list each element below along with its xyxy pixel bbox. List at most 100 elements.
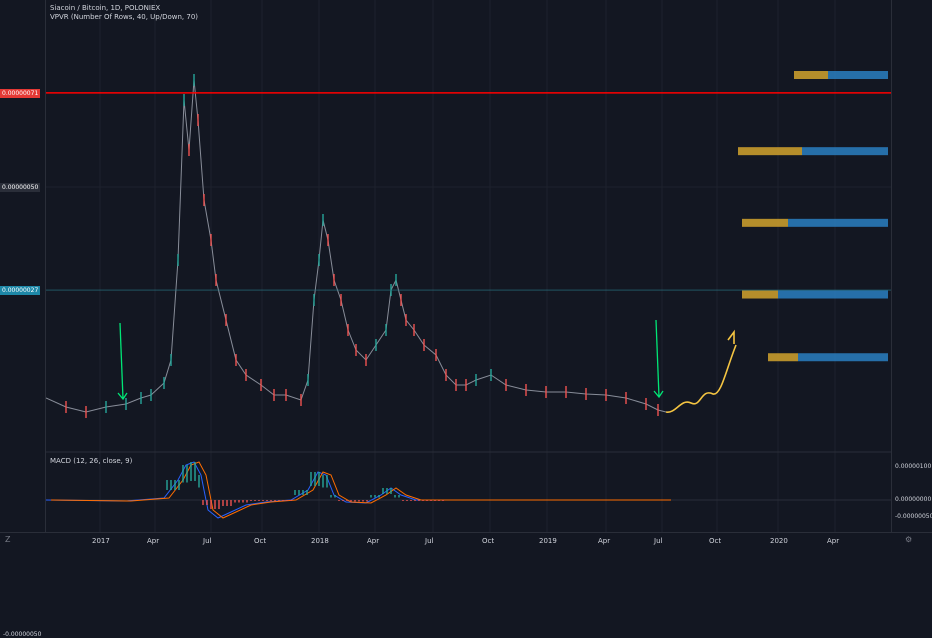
macd-histogram-bar (270, 500, 272, 501)
time-tick-label: Apr (367, 537, 380, 545)
macd-histogram-bar (258, 500, 260, 501)
macd-histogram-bar (342, 500, 344, 501)
macd-histogram-bar (178, 480, 180, 490)
macd-histogram-bar (426, 500, 428, 501)
macd-histogram-bar (422, 500, 424, 501)
price-line (46, 79, 667, 413)
macd-histogram-bar (234, 500, 236, 503)
macd-histogram-bar (382, 488, 384, 494)
macd-histogram-bar (198, 475, 200, 488)
macd-histogram-bar (190, 462, 192, 481)
macd-histogram-bar (330, 495, 332, 498)
macd-histogram-bar (274, 500, 276, 501)
vpvr-down-bar (794, 71, 828, 79)
green-arrow (655, 319, 660, 398)
vpvr-down-bar (742, 290, 778, 299)
macd-indicator-label[interactable]: MACD (12, 26, close, 9) (50, 457, 133, 465)
macd-tick-label: 0.00000000 (895, 496, 932, 503)
macd-histogram-bar (394, 495, 396, 498)
macd-histogram-bar (222, 500, 224, 506)
macd-histogram-bar (390, 488, 392, 494)
macd-histogram-bar (194, 462, 196, 481)
vpvr-down-bar (738, 147, 802, 156)
macd-histogram-bar (326, 475, 328, 488)
macd-histogram-bar (302, 490, 304, 495)
time-tick-label: 2020 (770, 537, 788, 545)
macd-histogram-bar (378, 495, 380, 498)
macd-histogram-bar (346, 500, 348, 501)
macd-line (46, 461, 666, 519)
time-tick-label: Jul (654, 537, 663, 545)
resistance-price-badge: 0.00000071 (0, 88, 41, 98)
macd-histogram-bar (366, 500, 368, 502)
macd-signal-line (50, 461, 671, 519)
macd-histogram-bar (374, 495, 376, 498)
level_50-price-badge: 0.00000050 (0, 183, 41, 192)
price-tick-label: -0.00000050 (3, 631, 42, 638)
macd-histogram-bar (214, 500, 216, 509)
macd-histogram-bar (306, 490, 308, 495)
macd-histogram-bar (414, 500, 416, 501)
time-tick-label: Oct (482, 537, 495, 545)
chart-plot-area[interactable]: Siacoin / Bitcoin, 1D, POLONIEX VPVR (Nu… (46, 0, 891, 532)
yellow-projection (665, 344, 737, 413)
macd-histogram-bar (402, 500, 404, 501)
macd-histogram-bar (206, 500, 208, 505)
macd-histogram-bar (354, 500, 356, 502)
macd-histogram-bar (294, 490, 296, 495)
time-axis[interactable]: 2017 Apr Jul Oct 2018 Apr Jul Oct 2019 Apr Jul Oct 2… (0, 532, 932, 551)
macd-histogram-bar (170, 480, 172, 490)
time-tick-label: Jul (425, 537, 434, 545)
macd-histogram-bar (226, 500, 228, 506)
macd-histogram-bar (218, 500, 220, 509)
macd-histogram-bar (406, 500, 408, 501)
macd-histogram-bar (202, 500, 204, 505)
macd-histogram-bar (386, 488, 388, 494)
macd-histogram-bar (350, 500, 352, 502)
macd-tick-label: 0.00000100 (895, 463, 932, 470)
green-arrow-head (653, 390, 664, 399)
macd-histogram-bar (230, 500, 232, 506)
time-tick-label: Oct (709, 537, 722, 545)
timezone-icon[interactable]: Z (5, 535, 11, 544)
vpvr-down-bar (742, 218, 788, 227)
macd-histogram-bar (238, 500, 240, 503)
time-tick-label: 2018 (311, 537, 329, 545)
macd-histogram-bar (262, 500, 264, 501)
macd-histogram-bar (174, 480, 176, 490)
settings-gear-icon[interactable]: ⚙ (905, 535, 913, 544)
vpvr-down-bar (768, 353, 798, 362)
macd-histogram-bar (182, 465, 184, 483)
macd-histogram-bar (410, 500, 412, 501)
current-price-badge: 0.00000027 (0, 286, 41, 296)
macd-histogram-bar (318, 472, 320, 486)
green-arrow-head (117, 392, 128, 401)
macd-histogram-bar (298, 490, 300, 495)
green-arrow (119, 322, 124, 400)
macd-histogram-bar (398, 495, 400, 498)
left-price-axis[interactable]: 0.000009000.000008500.000008000.00000750… (0, 0, 46, 638)
macd-histogram-bar (358, 500, 360, 502)
vpvr-up-bar (802, 147, 888, 156)
time-tick-label: Jul (203, 537, 212, 545)
macd-histogram-bar (362, 500, 364, 502)
vpvr-indicator-label[interactable]: VPVR (Number Of Rows, 40, Up/Down, 70) (50, 13, 199, 21)
vpvr-up-bar (798, 353, 888, 362)
macd-histogram-bar (418, 500, 420, 501)
macd-histogram-bar (430, 500, 432, 501)
macd-histogram-bar (286, 500, 288, 501)
macd-histogram-bar (254, 500, 256, 501)
macd-histogram-bar (314, 472, 316, 486)
macd-histogram-bar (334, 495, 336, 498)
vpvr-up-bar (778, 290, 888, 299)
macd-histogram-bar (370, 495, 372, 498)
macd-histogram-bar (434, 500, 436, 501)
chart-svg[interactable] (46, 0, 891, 532)
macd-histogram-bar (166, 480, 168, 490)
time-tick-label: 2017 (92, 537, 110, 545)
symbol-title[interactable]: Siacoin / Bitcoin, 1D, POLONIEX (50, 4, 161, 12)
time-tick-label: Apr (147, 537, 160, 545)
macd-histogram-bar (442, 500, 444, 501)
macd-axis[interactable]: 0.00000100 0.00000000 -0.00000050 (891, 0, 932, 532)
macd-histogram-bar (310, 472, 312, 486)
